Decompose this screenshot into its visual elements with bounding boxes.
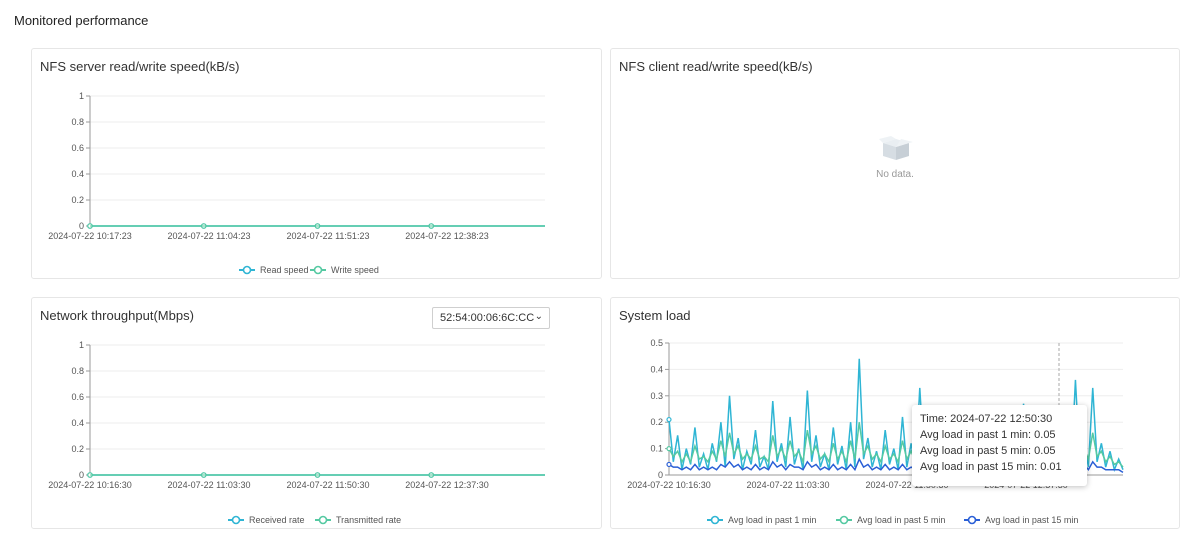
- panel-title: NFS server read/write speed(kB/s): [40, 59, 240, 74]
- y-tick-label: 0.1: [650, 444, 663, 454]
- y-tick-label: 0.2: [71, 195, 84, 205]
- x-tick-label: 2024-07-22 10:16:30: [627, 480, 711, 490]
- x-tick-label: 2024-07-22 11:03:30: [747, 480, 830, 490]
- system-load-chart: 0 0.1 0.2 0.3 0.4 0.5 2024-07-22 10:16:30 2024-…: [627, 338, 1124, 525]
- legend-label: Avg load in past 15 min: [985, 515, 1078, 525]
- panel-title: NFS client read/write speed(kB/s): [619, 59, 813, 74]
- network-chart: 0 0.2 0.4 0.6 0.8 1 2024-07-22 10:16:30 2024-07…: [48, 340, 545, 525]
- x-tick-label: 2024-07-22 11:51:23: [287, 231, 370, 241]
- tooltip-line: Avg load in past 1 min: 0.05: [920, 429, 1056, 441]
- x-tick-label: 2024-07-22 10:17:23: [48, 231, 132, 241]
- network-throughput-panel: Network throughput(Mbps) 52:54:00:06:6C:…: [31, 297, 602, 529]
- interface-select-value: 52:54:00:06:6C:CC: [440, 312, 535, 324]
- chart-tooltip: Time: 2024-07-22 12:50:30 Avg load in pa…: [912, 405, 1087, 486]
- legend-label: Read speed: [260, 265, 309, 275]
- x-tick-label: 2024-07-22 10:16:30: [48, 480, 132, 490]
- y-tick-label: 0.2: [71, 444, 84, 454]
- legend-label: Avg load in past 5 min: [857, 515, 945, 525]
- y-tick-label: 0.2: [650, 417, 663, 427]
- interface-select[interactable]: 52:54:00:06:6C:CC ⌄: [432, 307, 550, 329]
- data-point: [666, 461, 672, 468]
- x-tick-label: 2024-07-22 12:38:23: [405, 231, 489, 241]
- y-tick-label: 0: [79, 470, 84, 480]
- y-tick-label: 1: [79, 91, 84, 101]
- x-tick-label: 2024-07-22 12:37:30: [405, 480, 489, 490]
- panel-title: Network throughput(Mbps): [40, 308, 194, 323]
- legend-label: Transmitted rate: [336, 515, 401, 525]
- x-tick-label: 2024-07-22 11:03:30: [168, 480, 251, 490]
- tooltip-line: Avg load in past 5 min: 0.05: [920, 445, 1056, 457]
- x-tick-label: 2024-07-22 11:04:23: [168, 231, 251, 241]
- y-tick-label: 1: [79, 340, 84, 350]
- empty-box-icon: [879, 136, 913, 160]
- page-title: Monitored performance: [14, 13, 149, 28]
- y-tick-label: 0.8: [71, 366, 84, 376]
- legend-label: Avg load in past 1 min: [728, 515, 816, 525]
- legend-marker: [231, 515, 241, 525]
- y-tick-label: 0.4: [71, 169, 84, 179]
- legend-marker: [967, 515, 977, 525]
- tooltip-line: Avg load in past 15 min: 0.01: [920, 461, 1062, 473]
- legend-label: Received rate: [249, 515, 305, 525]
- data-point: [666, 446, 672, 452]
- y-tick-label: 0.4: [650, 364, 663, 374]
- legend-marker: [710, 515, 720, 525]
- system-load-panel: System load 0 0.1 0.2 0.3 0.4 0.5 2024-07-22 1…: [610, 297, 1180, 529]
- legend-marker: [839, 515, 849, 525]
- y-tick-label: 0.6: [71, 143, 84, 153]
- legend-marker: [318, 515, 328, 525]
- y-tick-label: 0.5: [650, 338, 663, 348]
- y-tick-label: 0: [79, 221, 84, 231]
- y-tick-label: 0.8: [71, 117, 84, 127]
- y-tick-label: 0.3: [650, 391, 663, 401]
- panel-title: System load: [619, 308, 691, 323]
- nfs-server-panel: NFS server read/write speed(kB/s) 0 0.2 0.…: [31, 48, 602, 279]
- legend-marker: [313, 265, 323, 275]
- x-tick-label: 2024-07-22 11:50:30: [866, 480, 949, 490]
- chevron-down-icon: ⌄: [534, 311, 543, 322]
- data-point: [666, 416, 672, 423]
- no-data-text: No data.: [876, 169, 914, 180]
- x-tick-label: 2024-07-22 11:50:30: [287, 480, 370, 490]
- y-tick-label: 0: [658, 470, 663, 480]
- tooltip-time: Time: 2024-07-22 12:50:30: [920, 413, 1053, 425]
- nfs-client-panel: NFS client read/write speed(kB/s) No dat…: [610, 48, 1180, 279]
- y-tick-label: 0.6: [71, 392, 84, 402]
- legend-label: Write speed: [331, 265, 379, 275]
- nfs-server-chart: 0 0.2 0.4 0.6 0.8 1 2024-07-22 10:17:23 2024-07…: [48, 91, 545, 275]
- y-tick-label: 0.4: [71, 418, 84, 428]
- legend-marker: [242, 265, 252, 275]
